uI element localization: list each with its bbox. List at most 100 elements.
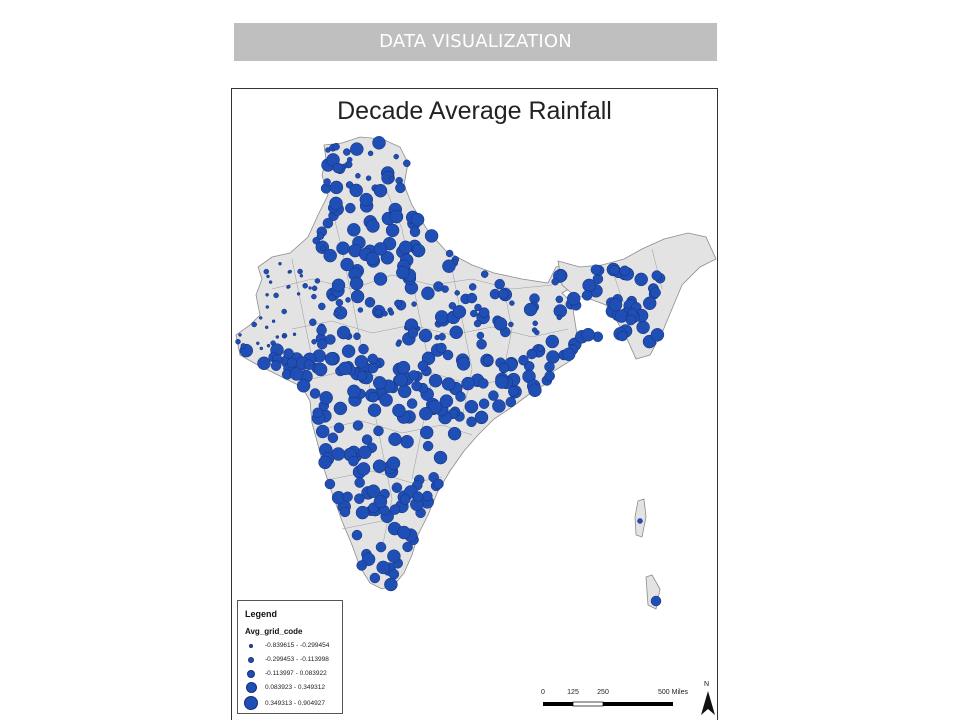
rainfall-point — [353, 332, 361, 341]
rainfall-point — [292, 332, 297, 337]
rainfall-point — [488, 390, 499, 401]
scale-label: 125 — [567, 689, 579, 696]
rainfall-point — [478, 398, 490, 409]
rainfall-point — [555, 295, 564, 304]
rainfall-point — [356, 370, 368, 382]
scale-bar: 0 125 250 500 Miles — [541, 689, 703, 719]
rainfall-point — [325, 334, 336, 345]
rainfall-point — [369, 572, 381, 584]
rainfall-point — [365, 251, 380, 266]
rainfall-point — [373, 242, 388, 256]
rainfall-point — [410, 212, 425, 227]
rainfall-point — [333, 311, 339, 317]
rainfall-point — [609, 264, 620, 276]
legend-field-name: Avg_grid_code — [245, 627, 303, 636]
rainfall-point — [400, 434, 414, 449]
rainfall-point — [399, 494, 411, 505]
rainfall-point — [367, 403, 382, 417]
rainfall-point — [505, 396, 517, 408]
rainfall-point — [316, 324, 327, 336]
north-arrow: N — [698, 681, 718, 717]
rainfall-point — [395, 182, 406, 194]
rainfall-point — [328, 293, 336, 302]
rainfall-point — [498, 362, 510, 374]
rainfall-point — [332, 162, 344, 174]
rainfall-point — [528, 383, 542, 398]
rainfall-point — [397, 384, 412, 399]
rainfall-point — [474, 410, 489, 425]
rainfall-point — [356, 462, 371, 476]
rainfall-point — [419, 425, 434, 440]
rainfall-point — [403, 159, 411, 168]
rainfall-point — [422, 440, 434, 452]
rainfall-point — [389, 209, 404, 224]
rainfall-point — [379, 393, 393, 407]
rainfall-point — [264, 325, 269, 330]
rainfall-point — [439, 394, 454, 408]
rainfall-point — [544, 370, 555, 382]
rainfall-point — [394, 373, 408, 387]
rainfall-point — [314, 278, 321, 284]
legend-label: -0.299453 - -0.113998 — [265, 656, 329, 663]
rainfall-point — [329, 196, 343, 211]
legend-symbol — [246, 682, 257, 693]
legend-row: 0.083923 - 0.349312 — [238, 681, 342, 697]
rainfall-point — [476, 338, 487, 350]
rainfall-point — [608, 297, 623, 312]
rainfall-point — [545, 334, 560, 349]
rainfall-point — [495, 375, 509, 389]
rainfall-point — [265, 305, 270, 309]
rainfall-point — [398, 240, 413, 255]
rainfall-point — [442, 349, 454, 361]
rainfall-point — [650, 287, 661, 298]
rainfall-point — [380, 251, 395, 265]
rainfall-point — [345, 297, 351, 303]
rainfall-point — [311, 293, 317, 300]
rainfall-point — [406, 398, 418, 409]
rainfall-point — [389, 504, 401, 515]
rainfall-point — [347, 384, 361, 399]
rainfall-point — [265, 293, 269, 297]
rainfall-point — [375, 541, 387, 553]
rainfall-point — [447, 426, 462, 441]
scale-label: 0 — [541, 689, 545, 696]
rainfall-point — [340, 257, 354, 272]
rainfall-point — [323, 248, 337, 263]
rainfall-point — [438, 333, 446, 341]
rainfall-point — [336, 241, 350, 255]
rainfall-point — [263, 268, 270, 275]
rainfall-point — [508, 321, 514, 328]
rainfall-point — [368, 391, 379, 403]
rainfall-point — [441, 377, 456, 391]
rainfall-point — [282, 334, 286, 339]
rainfall-point — [625, 314, 637, 326]
legend-row: 0.349313 - 0.904927 — [238, 696, 342, 713]
rainfall-point — [418, 328, 433, 343]
rainfall-point — [478, 378, 489, 389]
rainfall-point — [551, 277, 559, 286]
northeast-outline — [557, 232, 717, 360]
rainfall-point — [582, 278, 596, 293]
rainfall-point — [343, 148, 351, 156]
rainfall-point — [474, 303, 482, 312]
rainfall-point — [546, 350, 560, 364]
rainfall-point — [235, 338, 241, 345]
rainfall-point — [257, 356, 271, 371]
rainfall-point — [338, 361, 352, 376]
scale-bar-graphic — [543, 701, 673, 707]
rainfall-point — [289, 367, 304, 381]
rainfall-point — [388, 568, 400, 580]
rainfall-point — [318, 302, 326, 311]
scale-label: 500 Miles — [658, 689, 688, 696]
andaman-islands — [634, 498, 661, 610]
rainfall-point — [266, 274, 270, 279]
rainfall-point — [464, 399, 479, 414]
rainfall-point — [302, 283, 308, 289]
rainfall-point — [324, 352, 339, 366]
rainfall-point — [266, 343, 271, 348]
rainfall-point — [240, 343, 247, 349]
rainfall-point — [442, 259, 456, 273]
rainfall-point — [650, 328, 665, 342]
rainfall-point — [357, 307, 364, 313]
rainfall-point — [316, 232, 325, 240]
